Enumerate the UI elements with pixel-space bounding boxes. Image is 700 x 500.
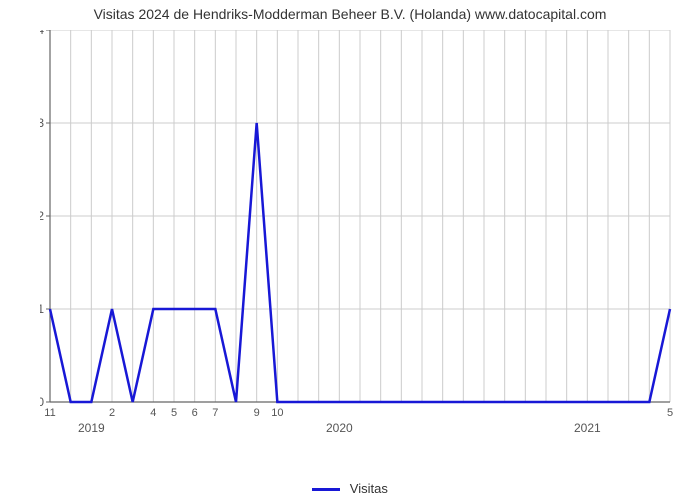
chart-title: Visitas 2024 de Hendriks-Modderman Behee… [0, 0, 700, 26]
svg-text:5: 5 [667, 407, 673, 419]
svg-text:4: 4 [40, 30, 44, 37]
svg-text:7: 7 [212, 407, 218, 419]
svg-text:3: 3 [40, 116, 44, 130]
svg-text:2020: 2020 [326, 421, 353, 435]
svg-text:10: 10 [271, 407, 283, 419]
legend: Visitas [0, 481, 700, 496]
svg-text:1: 1 [40, 302, 44, 316]
chart-area: 0123411245679105201920202021 [40, 30, 680, 450]
svg-text:2019: 2019 [78, 421, 105, 435]
svg-text:2021: 2021 [574, 421, 601, 435]
legend-swatch [312, 488, 340, 491]
svg-text:2: 2 [109, 407, 115, 419]
svg-text:5: 5 [171, 407, 177, 419]
svg-text:2: 2 [40, 209, 44, 223]
svg-text:6: 6 [192, 407, 198, 419]
line-chart-svg: 0123411245679105201920202021 [40, 30, 680, 450]
svg-text:4: 4 [150, 407, 156, 419]
svg-text:9: 9 [254, 407, 260, 419]
legend-label: Visitas [350, 481, 388, 496]
svg-text:11: 11 [44, 407, 55, 419]
